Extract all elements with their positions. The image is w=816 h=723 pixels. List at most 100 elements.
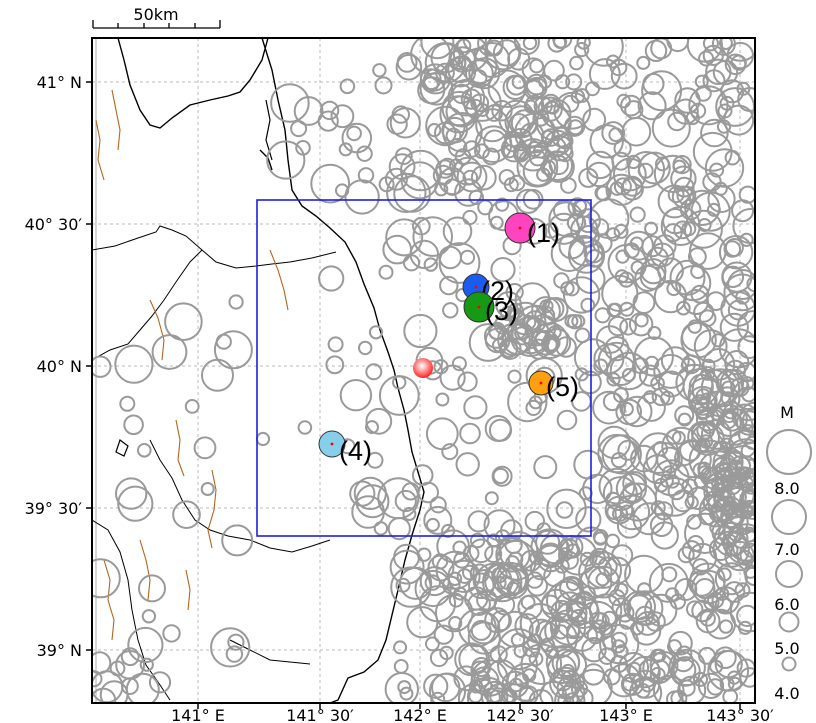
seismicity-circle — [671, 489, 695, 513]
seismicity-circle — [522, 38, 538, 51]
seismicity-circle — [465, 98, 485, 118]
seismicity-circle — [700, 419, 732, 450]
seismicity-circle — [686, 486, 710, 510]
seismicity-circle — [731, 199, 755, 223]
seismicity-circle — [574, 88, 590, 103]
seismicity-circle — [620, 94, 642, 117]
seismicity-circle — [412, 216, 431, 236]
seismicity-circle — [430, 691, 446, 703]
seismicity-circle — [712, 59, 739, 86]
seismicity-circle — [628, 312, 654, 337]
seismicity-circle — [632, 502, 666, 536]
seismicity-circle — [613, 223, 629, 239]
seismicity-circle — [497, 628, 540, 671]
legend-circle — [766, 429, 812, 475]
seismicity-circle — [389, 549, 425, 585]
seismicity-circle — [670, 689, 688, 703]
seismicity-circle — [510, 316, 551, 358]
seismicity-circle — [583, 38, 624, 67]
seismicity-circle — [435, 392, 450, 407]
seismicity-circle — [742, 408, 755, 433]
seismicity-circle — [607, 663, 642, 698]
seismicity-circle — [670, 656, 701, 687]
seismicity-circle — [582, 107, 607, 132]
seismicity-circle — [439, 645, 454, 661]
seismicity-circle — [698, 50, 715, 67]
seismicity-circle — [669, 593, 687, 610]
seismicity-circle — [394, 489, 417, 513]
seismicity-circle — [730, 54, 747, 71]
seismicity-circle — [451, 356, 467, 372]
seismicity-circle — [700, 118, 729, 148]
seismicity-circle — [702, 38, 719, 52]
seismicity-circle — [456, 161, 488, 193]
seismicity-circle — [562, 276, 601, 314]
event-4-label: (4) — [339, 436, 372, 466]
seismicity-circle — [366, 451, 384, 469]
seismicity-circle — [592, 619, 607, 634]
legend-circle — [781, 656, 797, 672]
seismicity-circle — [715, 87, 755, 127]
seismicity-circle — [718, 619, 734, 634]
seismicity-circle — [688, 439, 731, 482]
seismicity-circle — [623, 230, 654, 261]
seismicity-circle — [545, 337, 560, 353]
seismicity-circle — [525, 399, 542, 416]
seismicity-circle — [520, 595, 536, 610]
seismicity-circle — [470, 164, 497, 191]
seismicity-circle — [733, 466, 755, 489]
seismicity-circle — [460, 88, 482, 110]
seismicity-circle — [636, 392, 666, 422]
seismicity-circle — [438, 242, 481, 284]
seismicity-circle — [727, 467, 749, 488]
seismicity-circle — [582, 473, 613, 505]
seismicity-circle — [588, 58, 621, 90]
seismicity-circle — [425, 105, 466, 147]
seismicity-circle — [571, 314, 586, 329]
seismicity-circle — [468, 538, 494, 564]
seismicity-circle — [644, 221, 659, 236]
seismicity-circle — [644, 593, 678, 627]
seismicity-circle — [611, 544, 634, 567]
lon-tick-label: 142° 30′ — [486, 706, 554, 723]
seismicity-circle — [702, 44, 724, 67]
legend-circle — [778, 611, 800, 633]
seismicity-circle — [429, 648, 449, 668]
seismicity-circle — [663, 223, 683, 243]
seismicity-circle — [490, 610, 512, 632]
highlighted-events: (1)(2)(3)(4)(5) — [318, 212, 579, 466]
seismicity-circle — [538, 74, 553, 89]
seismicity-circle — [482, 561, 523, 603]
seismicity-circle — [703, 594, 720, 611]
legend-title: M — [780, 403, 794, 422]
seismicity-circle — [492, 467, 509, 485]
magnitude-legend: M 8.0 7.0 6.0 5.0 4.0 — [766, 403, 812, 703]
seismicity-circle — [585, 249, 604, 268]
seismicity-circle — [365, 420, 379, 435]
seismicity-circle — [591, 550, 606, 566]
seismicity-circle — [564, 692, 579, 703]
seismicity-circle — [551, 126, 573, 148]
seismicity-circle — [570, 680, 589, 698]
seismicity-circle — [357, 167, 375, 184]
seismicity-circle — [574, 367, 589, 382]
seismicity-circle — [325, 355, 345, 375]
seismicity-circle — [555, 501, 574, 519]
seismicity-circle — [728, 429, 755, 459]
seismicity-circle — [603, 556, 632, 585]
seismicity-circle — [704, 148, 745, 188]
seismicity-circle — [507, 369, 522, 384]
seismicity-circle — [318, 265, 345, 292]
seismicity-circle — [508, 174, 526, 192]
seismicity-circle — [515, 188, 541, 214]
seismicity-circle — [565, 73, 583, 91]
seismicity-circle — [508, 113, 530, 135]
seismicity-circle — [566, 577, 581, 592]
seismicity-circle — [683, 209, 723, 249]
seismicity-circle — [215, 333, 232, 350]
lon-tick-label: 143° 30′ — [706, 706, 774, 723]
seismicity-circle — [425, 636, 440, 652]
seismicity-circle — [598, 647, 616, 666]
seismicity-circle — [738, 620, 753, 635]
